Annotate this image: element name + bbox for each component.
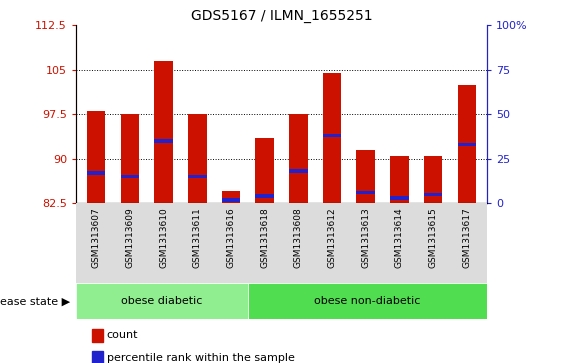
Title: GDS5167 / ILMN_1655251: GDS5167 / ILMN_1655251: [191, 9, 372, 23]
Text: GSM1313609: GSM1313609: [126, 207, 135, 268]
Bar: [458, 143, 476, 146]
Bar: [188, 114, 207, 203]
Bar: [76, 283, 248, 319]
Text: GSM1313615: GSM1313615: [428, 207, 437, 268]
Bar: [458, 85, 476, 203]
Bar: [120, 175, 139, 178]
Text: obese diabetic: obese diabetic: [121, 296, 203, 306]
Bar: [222, 198, 240, 201]
Bar: [323, 73, 341, 203]
Bar: [424, 193, 443, 196]
Bar: [87, 111, 105, 203]
Bar: [92, 351, 102, 363]
Bar: [323, 134, 341, 138]
Bar: [76, 203, 487, 283]
Text: disease state ▶: disease state ▶: [0, 296, 70, 306]
Text: obese non-diabetic: obese non-diabetic: [314, 296, 421, 306]
Bar: [356, 150, 375, 203]
Bar: [356, 191, 375, 194]
Text: GSM1313614: GSM1313614: [395, 207, 404, 268]
Bar: [87, 171, 105, 175]
Bar: [188, 175, 207, 178]
Bar: [222, 191, 240, 203]
Bar: [289, 170, 307, 173]
Bar: [424, 156, 443, 203]
Text: percentile rank within the sample: percentile rank within the sample: [107, 353, 294, 363]
Text: GSM1313616: GSM1313616: [226, 207, 235, 268]
Text: GSM1313613: GSM1313613: [361, 207, 370, 268]
Bar: [154, 61, 173, 203]
Bar: [256, 138, 274, 203]
Text: GSM1313617: GSM1313617: [462, 207, 471, 268]
Text: GSM1313618: GSM1313618: [260, 207, 269, 268]
Bar: [154, 139, 173, 143]
Text: GSM1313608: GSM1313608: [294, 207, 303, 268]
Bar: [289, 114, 307, 203]
Bar: [390, 156, 409, 203]
Bar: [248, 283, 487, 319]
Text: GSM1313610: GSM1313610: [159, 207, 168, 268]
Bar: [92, 329, 102, 342]
Bar: [390, 196, 409, 200]
Text: count: count: [107, 330, 138, 340]
Text: GSM1313611: GSM1313611: [193, 207, 202, 268]
Text: GSM1313607: GSM1313607: [92, 207, 101, 268]
Bar: [256, 194, 274, 198]
Bar: [120, 114, 139, 203]
Text: GSM1313612: GSM1313612: [328, 207, 337, 268]
